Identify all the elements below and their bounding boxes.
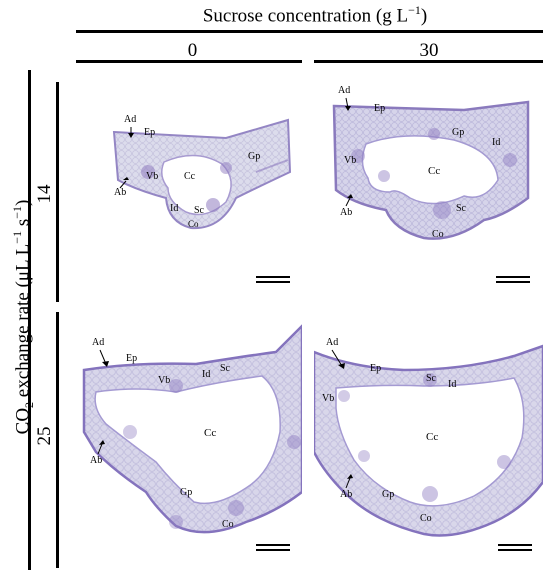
label-ab: Ab [90, 455, 103, 466]
row-rule-14 [56, 82, 59, 302]
label-ad: Ad [338, 85, 351, 96]
micrograph-25-0: Ad Ep Vb Id Sc Cc Ab Gp Co [76, 312, 302, 564]
micrograph-25-30: Ad Ep Sc Id Vb Cc Ab Gp Co [314, 312, 543, 564]
label-sc: Sc [220, 363, 230, 374]
label-gp: Gp [180, 487, 193, 498]
label-sc: Sc [456, 203, 466, 214]
label-gp: Gp [452, 127, 465, 138]
scale-bar [496, 276, 530, 283]
label-ad: Ad [124, 114, 137, 125]
label-sc: Sc [426, 373, 436, 384]
section-image-14-30 [332, 100, 530, 240]
arrows-14-0 [119, 127, 134, 189]
label-vb: Vb [322, 393, 335, 404]
label-vb: Vb [158, 375, 171, 386]
row-label-14: 14 [34, 184, 55, 204]
row-rule-25 [56, 312, 59, 568]
label-id: Id [448, 379, 457, 390]
header-sup: −1 [408, 3, 421, 17]
header-close: ) [420, 5, 428, 27]
label-co: Co [188, 219, 199, 229]
label-vb: Vb [146, 171, 159, 182]
section-image-14-0 [112, 118, 292, 230]
label-ep: Ep [374, 103, 386, 114]
header-text: Sucrose concentration (g L [202, 5, 409, 27]
column-rule-30 [314, 60, 543, 63]
label-ep: Ep [126, 353, 138, 364]
label-cc: Cc [426, 431, 439, 443]
label-cc: Cc [184, 171, 196, 182]
label-id: Id [492, 137, 501, 148]
scale-bar [498, 544, 532, 551]
label-vb: Vb [344, 155, 357, 166]
label-sc: Sc [194, 205, 204, 216]
label-ab: Ab [114, 187, 127, 198]
column-label-30: 30 [419, 40, 439, 61]
section-image-25-30 [314, 344, 543, 537]
label-co: Co [432, 229, 444, 240]
micrograph-14-30: Ad Ep Gp Id Vb Cc Ab Sc Co [314, 80, 543, 290]
label-co: Co [222, 519, 234, 530]
label-ab: Ab [340, 207, 353, 218]
label-id: Id [170, 203, 179, 214]
header-rule [76, 30, 543, 33]
micrograph-14-0: Ad Ep Gp Cc Vb Ab Id Sc Co [76, 80, 302, 290]
column-rule-0 [76, 60, 302, 63]
label-ep: Ep [144, 127, 156, 138]
label-ep: Ep [370, 363, 382, 374]
row-label-25: 25 [34, 426, 55, 446]
label-gp: Gp [248, 151, 261, 162]
figure-header: Sucrose concentration (g L−1) [80, 4, 550, 25]
label-cc: Cc [428, 165, 441, 177]
label-co: Co [420, 513, 432, 524]
column-label-0: 0 [187, 40, 198, 61]
scale-bar [256, 276, 290, 283]
label-ab: Ab [340, 489, 353, 500]
row-axis-sup1: −1 [10, 230, 24, 244]
arrows-14-30 [345, 97, 353, 207]
arrows-25-0 [97, 349, 109, 455]
section-image-25-0 [82, 324, 302, 564]
row-axis-sup2: −1 [10, 205, 24, 219]
label-ad: Ad [92, 337, 105, 348]
label-cc: Cc [204, 427, 217, 439]
row-axis-rule [28, 70, 31, 570]
scale-bar [256, 544, 290, 551]
label-ad: Ad [326, 337, 339, 348]
label-gp: Gp [382, 489, 395, 500]
label-id: Id [202, 369, 211, 380]
arrows-25-30 [331, 349, 353, 489]
